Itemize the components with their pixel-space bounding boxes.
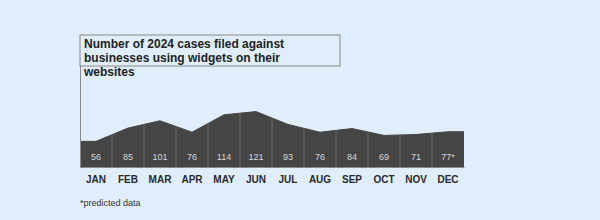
x-tick: OCT (373, 167, 394, 185)
y-axis (80, 65, 81, 168)
x-tick-label: JUL (279, 174, 298, 185)
x-tick-label: FEB (118, 174, 138, 185)
title-line: Number of 2024 cases filed against (84, 37, 284, 51)
separator (144, 64, 145, 167)
title-line: businesses using widgets on their (84, 51, 280, 65)
separator (336, 64, 337, 167)
x-tick: JUN (246, 167, 266, 185)
x-tick-label: MAR (149, 174, 173, 185)
x-tick-label: MAY (213, 174, 235, 185)
separator (240, 64, 241, 167)
x-tick: APR (181, 167, 203, 185)
x-tick-label: AUG (309, 174, 331, 185)
data-label: 76 (187, 152, 197, 162)
separator (368, 64, 369, 167)
data-label: 84 (347, 152, 357, 162)
data-label: 56 (91, 152, 101, 162)
x-tick: JAN (86, 167, 106, 185)
x-tick-label: JUN (246, 174, 266, 185)
data-label: 71 (411, 152, 421, 162)
x-tick-label: DEC (437, 174, 458, 185)
separator (176, 64, 177, 167)
title: Number of 2024 cases filed againstbusine… (83, 37, 284, 79)
x-tick-label: OCT (373, 174, 394, 185)
separator (400, 64, 401, 167)
x-tick: FEB (118, 167, 138, 185)
background (0, 0, 600, 220)
chart: JAN FEB MAR APR MAY JUN JUL AUG SEP OCT NOV DEC 56 85… (0, 0, 600, 220)
footnote: *predicted data (80, 198, 141, 208)
x-tick: AUG (309, 167, 331, 185)
separator (304, 64, 305, 167)
separators (112, 64, 432, 167)
title-box (80, 35, 340, 66)
x-tick: NOV (405, 167, 427, 185)
x-tick: SEP (342, 167, 362, 185)
data-label: 101 (152, 152, 167, 162)
x-tick: DEC (437, 167, 458, 185)
separator (432, 64, 433, 167)
data-label: 114 (217, 152, 231, 162)
x-tick-label: NOV (405, 174, 427, 185)
data-label: 121 (248, 152, 263, 162)
data-label: 85 (123, 152, 133, 162)
y-axis-line (80, 65, 81, 168)
plot-area (80, 64, 464, 167)
separator (272, 64, 273, 167)
x-axis: JAN FEB MAR APR MAY JUN JUL AUG SEP OCT NOV DEC (81, 167, 465, 185)
x-axis-line (81, 167, 465, 168)
data-label: 69 (379, 152, 389, 162)
x-tick: MAR (149, 167, 173, 185)
x-tick-label: APR (181, 174, 203, 185)
separator (208, 64, 209, 167)
x-tick-label: SEP (342, 174, 362, 185)
data-label: 77* (441, 152, 455, 162)
data-labels: 56 85 101 76 114 121 93 76 84 69 71 77* (91, 152, 455, 162)
data-label: 76 (315, 152, 325, 162)
x-tick-label: JAN (86, 174, 106, 185)
x-tick: JUL (279, 167, 298, 185)
data-label: 93 (283, 152, 293, 162)
x-tick: MAY (213, 167, 235, 185)
title-line: websites (83, 65, 135, 79)
separator (112, 64, 113, 167)
